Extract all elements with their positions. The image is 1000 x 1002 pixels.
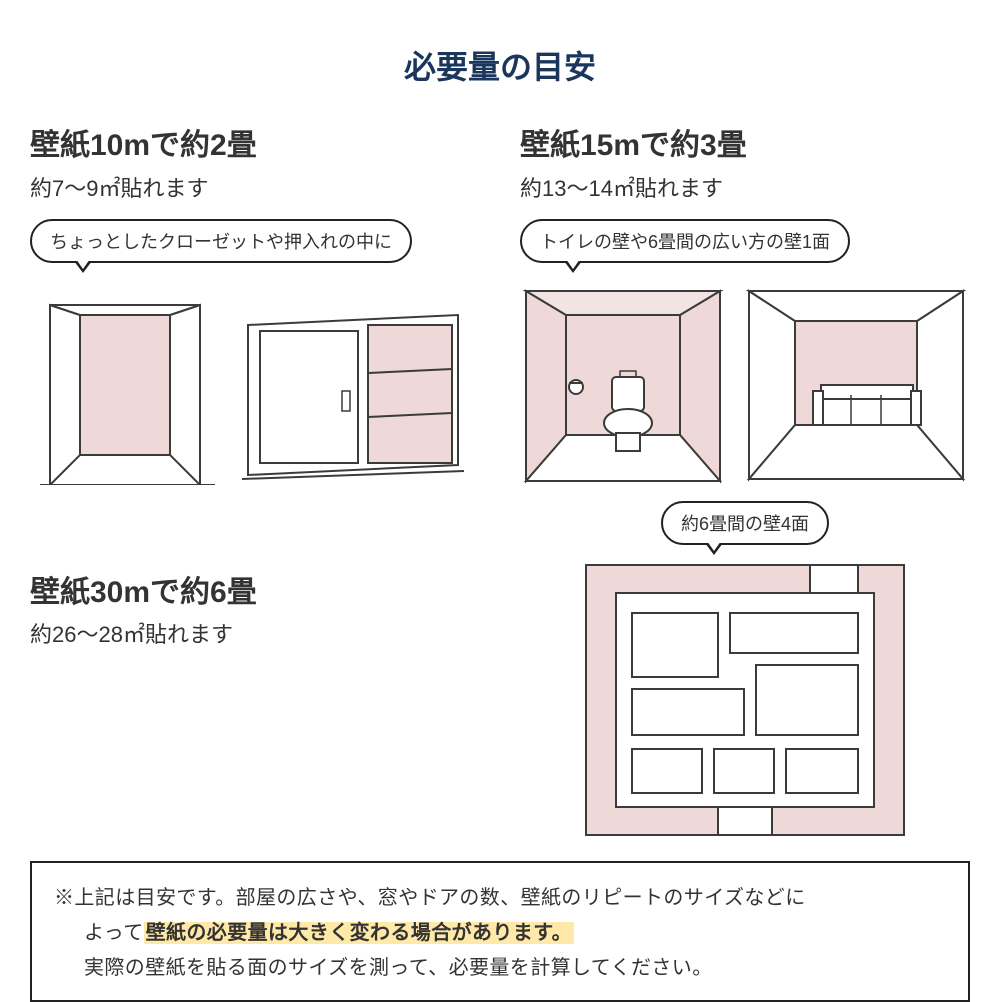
- toilet-illustration: [520, 285, 725, 485]
- section-10m-heading: 壁紙10mで約2畳: [30, 126, 480, 167]
- footnote-line2-prefix: よって: [84, 922, 144, 944]
- footnote-highlight: 壁紙の必要量は大きく変わる場合があります。: [144, 922, 574, 944]
- page-title: 必要量の目安: [30, 42, 970, 88]
- section-30m-right: 約6畳間の壁4面: [520, 501, 970, 841]
- section-15m-bubble: トイレの壁や6畳間の広い方の壁1面: [520, 219, 850, 263]
- footnote-line1: ※上記は目安です。部屋の広さや、窓やドアの数、壁紙のリピートのサイズなどに: [54, 881, 946, 916]
- section-30m: 壁紙30mで約6畳 約26～28㎡貼れます: [30, 573, 480, 841]
- footnote-box: ※上記は目安です。部屋の広さや、窓やドアの数、壁紙のリピートのサイズなどに よっ…: [30, 861, 970, 1002]
- closet-illustration: [30, 285, 220, 485]
- section-30m-bubble: 約6畳間の壁4面: [661, 501, 829, 545]
- section-10m-sub: 約7～9㎡貼れます: [30, 171, 480, 203]
- room-one-wall-illustration: [743, 285, 968, 485]
- sections-grid: 壁紙10mで約2畳 約7～9㎡貼れます ちょっとしたクローゼットや押入れの中に: [30, 126, 970, 841]
- section-10m: 壁紙10mで約2畳 約7～9㎡貼れます ちょっとしたクローゼットや押入れの中に: [30, 126, 480, 485]
- section-30m-sub: 約26～28㎡貼れます: [30, 617, 480, 649]
- section-30m-heading: 壁紙30mで約6畳: [30, 573, 480, 614]
- oshiire-illustration: [238, 295, 468, 485]
- footnote-line3: 実際の壁紙を貼る面のサイズを測って、必要量を計算してください。: [54, 951, 946, 986]
- footnote-line2: よって壁紙の必要量は大きく変わる場合があります。: [54, 916, 946, 951]
- room-four-walls-illustration: [520, 559, 970, 841]
- section-10m-bubble: ちょっとしたクローゼットや押入れの中に: [30, 219, 412, 263]
- section-15m-heading: 壁紙15mで約3畳: [520, 126, 970, 167]
- footnote-line3-text: 実際の壁紙を貼る面のサイズを測って、必要量を計算してください。: [84, 957, 713, 979]
- section-15m: 壁紙15mで約3畳 約13～14㎡貼れます トイレの壁や6畳間の広い方の壁1面: [520, 126, 970, 485]
- section-15m-sub: 約13～14㎡貼れます: [520, 171, 970, 203]
